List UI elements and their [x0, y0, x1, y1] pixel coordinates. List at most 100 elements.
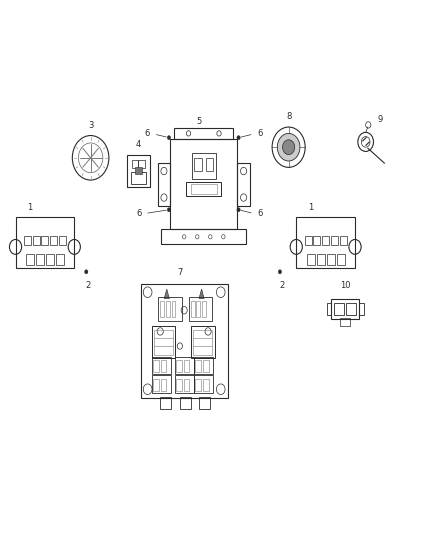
Bar: [331, 236, 338, 245]
Circle shape: [167, 135, 171, 140]
Bar: [152, 326, 176, 358]
Bar: [161, 229, 246, 244]
Circle shape: [278, 270, 282, 274]
Bar: [322, 236, 329, 245]
Text: 6: 6: [145, 130, 150, 139]
Bar: [153, 360, 159, 372]
Bar: [237, 163, 250, 206]
Bar: [174, 127, 233, 139]
Circle shape: [277, 133, 300, 161]
Text: 4: 4: [136, 140, 141, 149]
Bar: [15, 217, 74, 268]
Bar: [161, 378, 166, 391]
Bar: [339, 236, 346, 245]
Bar: [314, 236, 321, 245]
Circle shape: [237, 135, 240, 140]
Bar: [175, 375, 194, 393]
Circle shape: [283, 140, 295, 155]
Bar: [334, 303, 344, 315]
Bar: [307, 254, 314, 265]
Text: 10: 10: [340, 281, 350, 290]
Bar: [56, 254, 64, 265]
Bar: [191, 326, 215, 358]
Text: 6: 6: [257, 130, 263, 139]
Bar: [180, 397, 191, 409]
Bar: [340, 318, 350, 326]
Bar: [161, 360, 166, 372]
Bar: [131, 172, 146, 184]
Bar: [170, 139, 237, 229]
Text: 1: 1: [308, 203, 314, 212]
Bar: [199, 397, 210, 409]
Bar: [337, 254, 345, 265]
Bar: [177, 360, 182, 372]
Bar: [203, 360, 208, 372]
Bar: [191, 301, 194, 317]
Bar: [33, 236, 40, 245]
Polygon shape: [164, 289, 170, 298]
Bar: [188, 297, 212, 321]
Bar: [203, 378, 208, 391]
Bar: [184, 378, 189, 391]
Bar: [166, 301, 170, 317]
Text: 8: 8: [286, 112, 291, 120]
Bar: [59, 236, 66, 245]
Bar: [191, 184, 217, 194]
Bar: [134, 167, 142, 174]
Bar: [327, 303, 331, 315]
Bar: [24, 236, 31, 245]
Bar: [317, 254, 325, 265]
Bar: [186, 182, 221, 196]
Polygon shape: [199, 289, 204, 298]
Bar: [160, 397, 171, 409]
Bar: [305, 236, 312, 245]
Bar: [26, 254, 34, 265]
Bar: [46, 254, 54, 265]
Bar: [194, 375, 213, 393]
Bar: [327, 254, 335, 265]
Circle shape: [237, 208, 240, 212]
Bar: [202, 301, 206, 317]
Bar: [194, 357, 213, 374]
Bar: [138, 160, 145, 168]
Bar: [331, 299, 359, 319]
Bar: [153, 378, 159, 391]
Bar: [152, 375, 171, 393]
Bar: [50, 236, 57, 245]
Bar: [36, 254, 44, 265]
Text: 6: 6: [136, 209, 141, 218]
Bar: [195, 378, 201, 391]
Bar: [194, 158, 202, 171]
Text: 6: 6: [257, 209, 263, 218]
Bar: [160, 301, 164, 317]
Text: 5: 5: [197, 117, 202, 126]
Text: 3: 3: [88, 121, 93, 130]
Bar: [191, 152, 216, 179]
Bar: [127, 155, 150, 187]
Bar: [154, 329, 173, 355]
Bar: [177, 378, 182, 391]
Text: 2: 2: [279, 281, 285, 290]
Bar: [193, 329, 212, 355]
Bar: [158, 163, 170, 206]
Bar: [205, 158, 213, 171]
Bar: [359, 303, 364, 315]
Bar: [184, 360, 189, 372]
Circle shape: [167, 208, 171, 212]
Bar: [141, 284, 228, 398]
Text: 7: 7: [177, 268, 183, 277]
Text: 1: 1: [28, 203, 33, 212]
Bar: [158, 297, 182, 321]
Text: 2: 2: [86, 281, 91, 290]
Bar: [346, 303, 356, 315]
Bar: [42, 236, 48, 245]
Bar: [195, 360, 201, 372]
Bar: [172, 301, 176, 317]
Text: 9: 9: [378, 116, 383, 124]
Circle shape: [85, 270, 88, 274]
Bar: [152, 357, 171, 374]
Bar: [296, 217, 355, 268]
Bar: [175, 357, 194, 374]
Bar: [196, 301, 200, 317]
Bar: [132, 160, 138, 168]
